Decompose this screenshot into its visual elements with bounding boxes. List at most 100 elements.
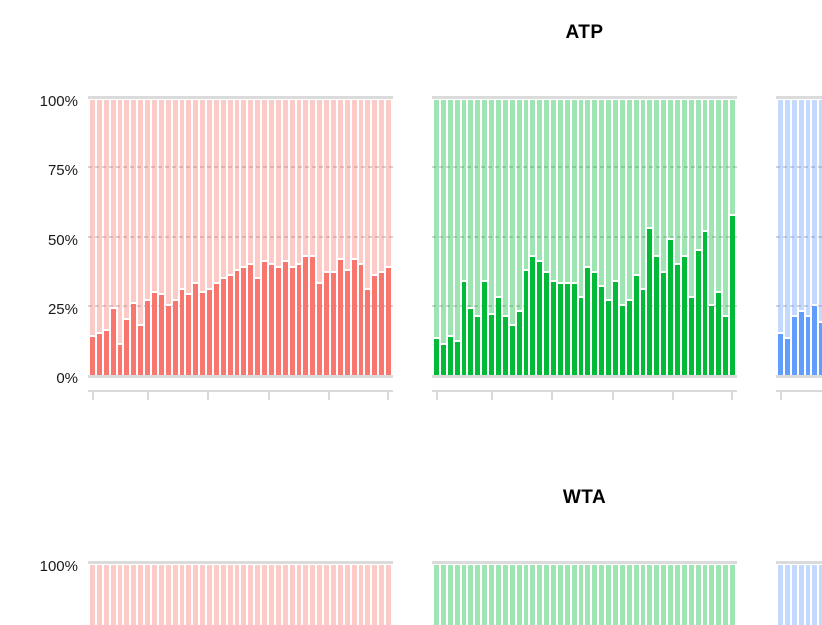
stacked-bar	[324, 98, 330, 375]
stacked-bar	[578, 98, 584, 375]
y-axis-label: 100%	[39, 558, 78, 575]
stacked-bar	[530, 563, 536, 625]
bar-dark-segment	[117, 342, 123, 375]
bar-dark-segment	[730, 213, 735, 375]
stacked-bar	[571, 563, 577, 625]
bar-dark-segment	[619, 304, 625, 375]
stacked-bar	[447, 563, 453, 625]
bar-dark-segment	[379, 271, 385, 375]
stacked-bar	[269, 563, 274, 625]
stacked-bar	[131, 563, 137, 625]
y-axis-label: 0%	[56, 370, 78, 387]
stacked-bar	[331, 98, 336, 375]
stacked-bar	[207, 98, 212, 375]
stacked-bar	[379, 563, 385, 625]
bar-dark-segment	[241, 265, 247, 375]
stacked-bar	[654, 98, 660, 375]
stacked-bar	[179, 563, 185, 625]
bar-dark-segment	[791, 315, 797, 375]
bar-dark-segment	[523, 268, 529, 375]
stacked-bar	[461, 563, 467, 625]
bar-dark-segment	[207, 287, 212, 375]
stacked-bar	[138, 563, 144, 625]
gridline-solid-100	[776, 96, 822, 99]
stacked-bar	[730, 563, 735, 625]
stacked-bar	[544, 563, 550, 625]
bar-dark-segment	[454, 340, 460, 375]
stacked-bar	[688, 98, 694, 375]
stacked-bar	[124, 563, 130, 625]
stacked-bar	[358, 563, 364, 625]
stacked-bar	[495, 98, 501, 375]
stacked-bar	[200, 98, 206, 375]
gridline-dashed-75	[432, 166, 737, 169]
x-axis-tick	[672, 390, 675, 400]
bar-dark-segment	[269, 263, 274, 375]
stacked-bar	[619, 563, 625, 625]
stacked-bar	[358, 98, 364, 375]
bar-dark-segment	[599, 285, 605, 375]
x-axis-tick	[268, 390, 271, 400]
bar-dark-segment	[723, 315, 729, 375]
stacked-bar	[709, 98, 715, 375]
stacked-bar	[103, 98, 109, 375]
stacked-bar	[317, 563, 323, 625]
bar-dark-segment	[262, 260, 268, 375]
bar-dark-segment	[158, 293, 164, 375]
stacked-bar	[213, 563, 219, 625]
stacked-bar	[468, 98, 474, 375]
stacked-bar	[324, 563, 330, 625]
bar-dark-segment	[812, 304, 818, 375]
stacked-bar	[613, 98, 618, 375]
bar-dark-segment	[688, 296, 694, 375]
bar-dark-segment	[798, 309, 804, 375]
stacked-bar	[661, 563, 667, 625]
stacked-bar	[502, 98, 508, 375]
stacked-bar	[200, 563, 206, 625]
bar-group	[432, 98, 737, 375]
stacked-bar	[434, 563, 439, 625]
x-axis-tick	[612, 390, 615, 400]
bar-dark-segment	[255, 276, 261, 375]
stacked-bar	[819, 98, 822, 375]
bar-dark-segment	[434, 337, 439, 375]
stacked-bar	[131, 98, 137, 375]
stacked-bar	[179, 98, 185, 375]
bar-dark-segment	[193, 282, 199, 375]
stacked-bar	[344, 98, 350, 375]
bar-dark-segment	[220, 276, 226, 375]
stacked-bar	[647, 563, 653, 625]
bar-dark-segment	[495, 296, 501, 375]
stacked-bar	[537, 98, 543, 375]
stacked-bar	[296, 563, 302, 625]
stacked-bar	[248, 98, 254, 375]
bar-dark-segment	[447, 334, 453, 375]
stacked-bar	[585, 98, 591, 375]
stacked-bar	[96, 98, 102, 375]
bar-dark-segment	[681, 254, 687, 375]
stacked-bar	[509, 563, 515, 625]
stacked-bar	[468, 563, 474, 625]
stacked-bar	[812, 563, 818, 625]
stacked-bar	[475, 98, 481, 375]
gridline-dashed-50	[776, 235, 822, 238]
stacked-bar	[365, 563, 371, 625]
stacked-bar	[337, 563, 343, 625]
x-axis-line	[776, 390, 822, 392]
stacked-bar	[151, 563, 157, 625]
bar-dark-segment	[248, 263, 254, 375]
stacked-bar	[365, 98, 371, 375]
stacked-bar	[331, 563, 336, 625]
bar-dark-segment	[709, 304, 715, 375]
stacked-bar	[344, 563, 350, 625]
bar-dark-segment	[165, 304, 171, 375]
gridline-solid-0	[88, 375, 393, 378]
stacked-bar	[537, 563, 543, 625]
stacked-bar	[626, 98, 632, 375]
stacked-bar	[557, 98, 563, 375]
bar-dark-segment	[784, 337, 790, 375]
bar-dark-segment	[537, 260, 543, 375]
stacked-bar	[434, 98, 439, 375]
stacked-bar	[282, 98, 288, 375]
